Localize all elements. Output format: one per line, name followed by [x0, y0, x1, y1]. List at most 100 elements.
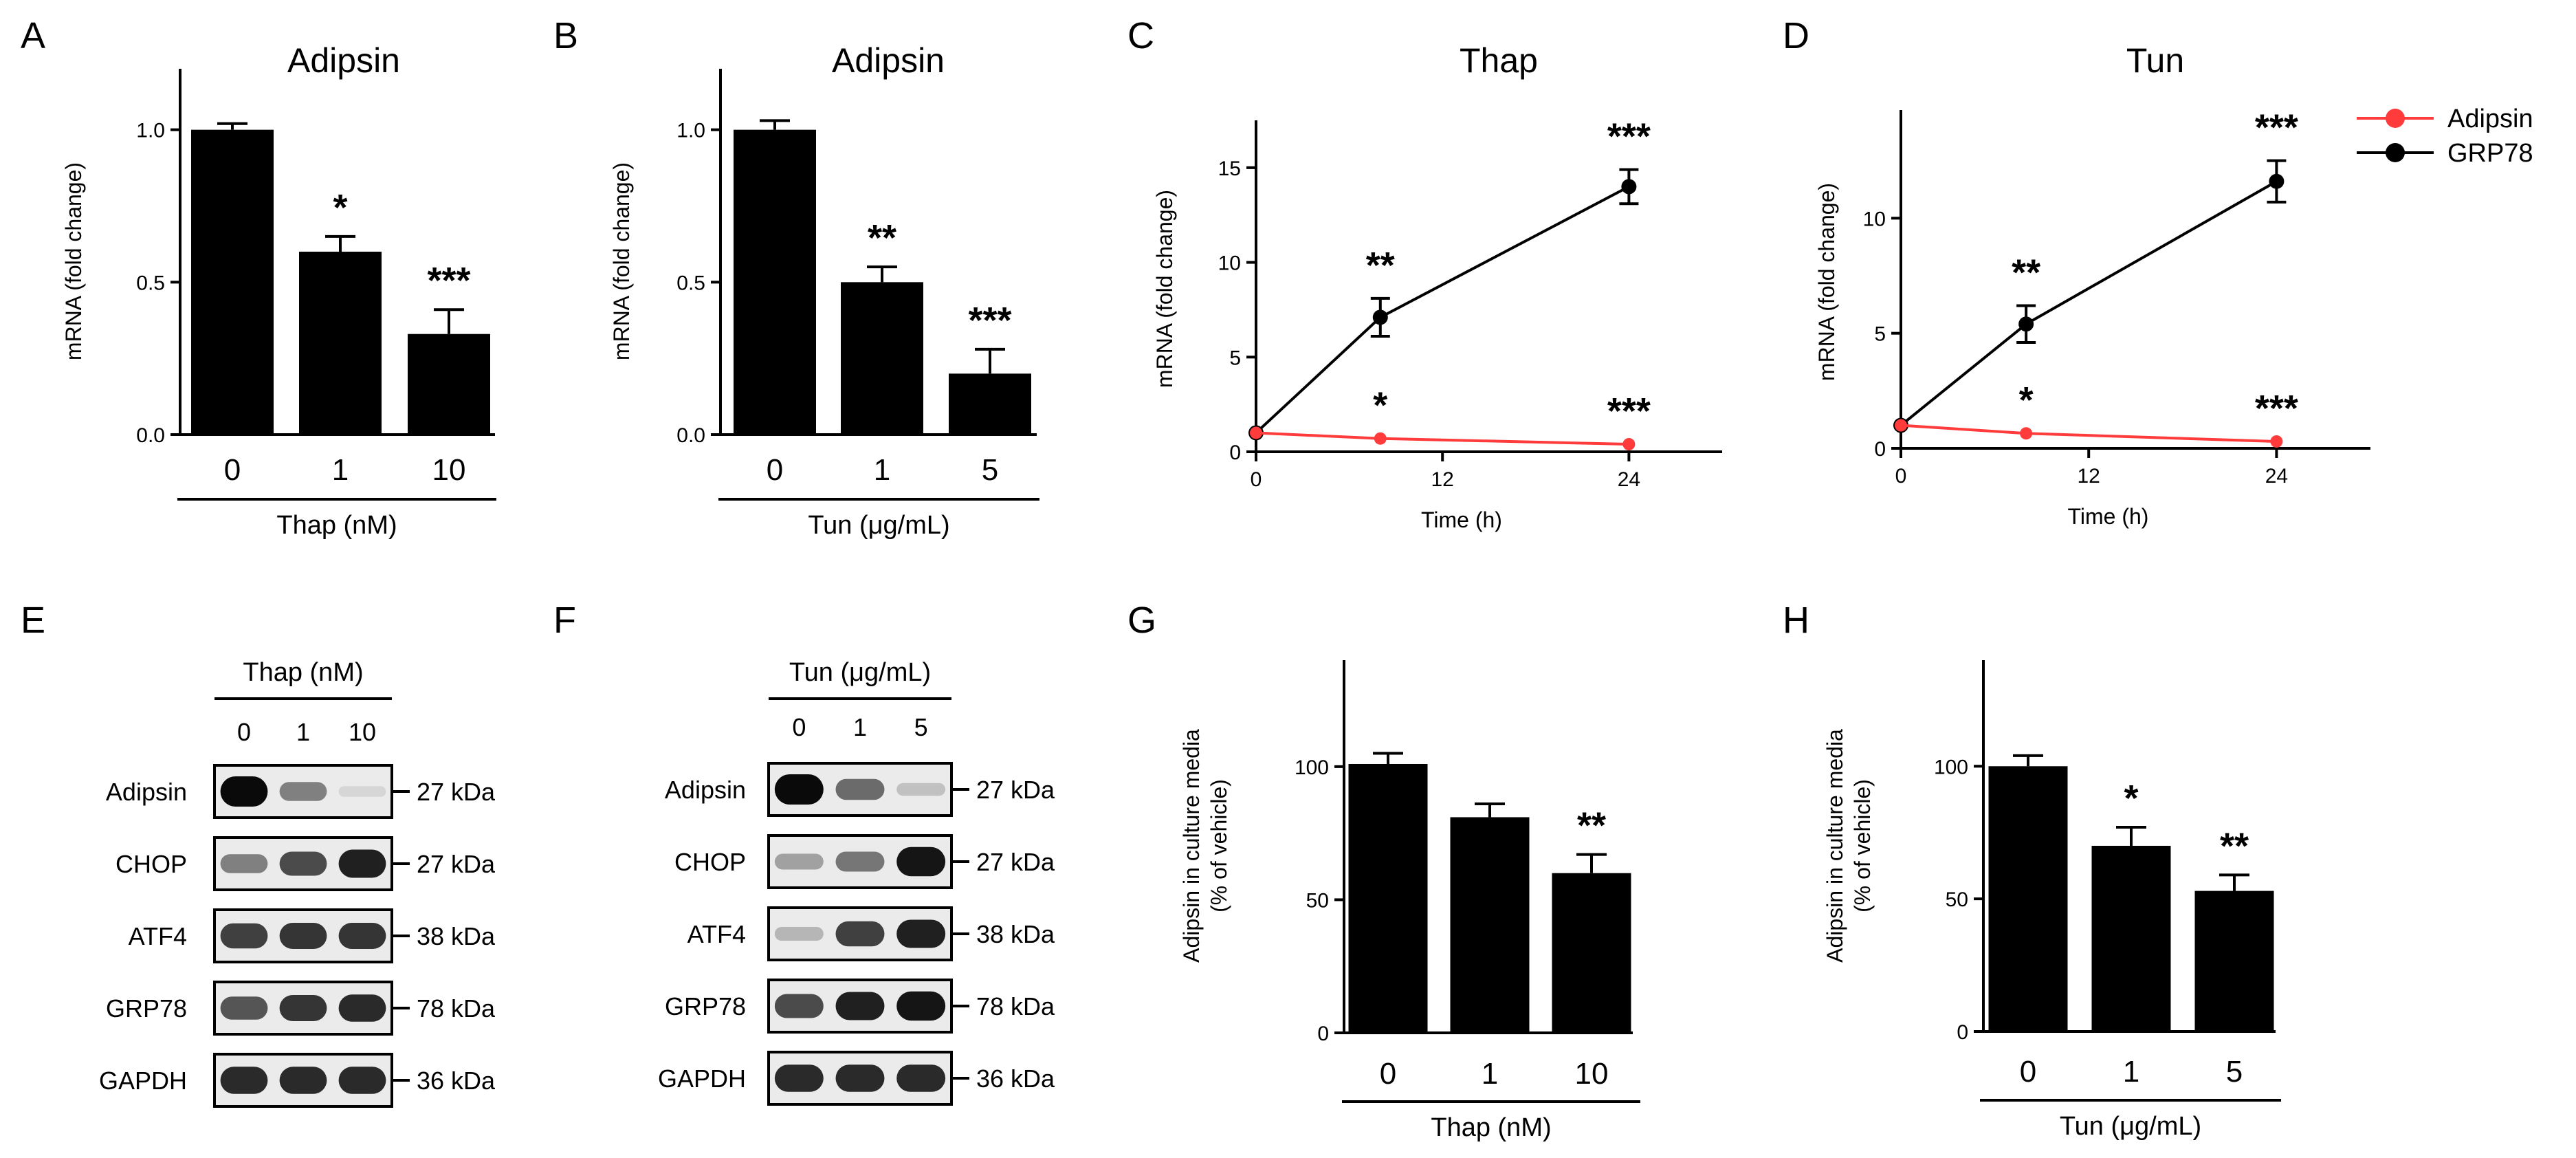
blot-band [279, 851, 327, 876]
significance-marker: * [2019, 380, 2034, 421]
size-marker-label: 36 kDa [417, 1067, 496, 1095]
size-marker-label: 36 kDa [976, 1064, 1055, 1093]
x-tick-label: 24 [1618, 468, 1640, 491]
lane-label: 1 [853, 713, 867, 741]
protein-label: Adipsin [665, 776, 746, 804]
blot-band [774, 994, 824, 1018]
group-label: Thap (nM) [1431, 1113, 1551, 1142]
panel-e: E Thap (nM) 0 1 10 Adipsin 27 kDa CHOP 27 kDa ATF… [21, 600, 496, 1108]
data-point-adipsin [1250, 426, 1262, 439]
bar [191, 129, 274, 435]
y-axis-label-line2: (% of vehicle) [1850, 779, 1875, 913]
blot-band [220, 854, 268, 873]
y-tick-label: 0.5 [136, 272, 165, 294]
size-marker-label: 78 kDa [976, 992, 1055, 1020]
x-tick-label: 1 [332, 453, 349, 487]
blot-band [835, 1064, 885, 1092]
data-point-adipsin [2020, 427, 2033, 440]
x-axis-label: Time (h) [1421, 507, 1502, 532]
y-tick-label: 0.0 [676, 424, 705, 447]
size-marker-label: 38 kDa [417, 922, 496, 950]
blot-band [774, 774, 824, 805]
blot-band [338, 923, 386, 949]
data-point-grp78 [2269, 173, 2285, 189]
protein-label: CHOP [674, 848, 746, 876]
group-label: Tun (μg/mL) [2060, 1112, 2201, 1141]
significance-marker: ** [868, 217, 896, 259]
y-tick-label: 1.0 [676, 120, 705, 142]
significance-marker: *** [1607, 116, 1651, 157]
lane-label: 0 [237, 718, 251, 746]
panel-b: B Adipsin 0.0 0.5 1.0 mRNA (fold change) 0 ** 1 *… [553, 15, 1039, 540]
significance-marker: * [1373, 385, 1387, 426]
y-tick-label: 15 [1218, 157, 1241, 180]
y-tick-label: 50 [1946, 888, 1968, 911]
data-point-grp78 [2018, 316, 2034, 332]
x-tick-label: 5 [982, 453, 998, 487]
significance-marker: *** [2255, 388, 2298, 429]
panel-letter: C [1127, 15, 1154, 56]
y-tick-label: 100 [1934, 756, 1968, 778]
chart-title: Adipsin [287, 41, 400, 80]
protein-label: GAPDH [99, 1067, 187, 1095]
y-tick-label: 0.0 [136, 424, 165, 447]
x-tick-label: 5 [2226, 1055, 2243, 1089]
blot-band [220, 776, 268, 807]
x-tick-label: 1 [874, 453, 890, 487]
bar [408, 334, 490, 435]
x-tick-label: 1 [2123, 1055, 2139, 1089]
significance-marker: *** [2255, 107, 2298, 149]
protein-label: GAPDH [658, 1064, 746, 1093]
protein-label: ATF4 [129, 922, 187, 950]
x-tick-label: 0 [767, 453, 783, 487]
bar [299, 252, 382, 435]
blot-band [338, 786, 386, 797]
legend-label: GRP78 [2447, 139, 2533, 168]
y-axis-label: mRNA (fold change) [609, 162, 634, 360]
chart-title: Tun [2126, 41, 2184, 80]
chart-title: Thap [1460, 41, 1538, 80]
protein-label: Adipsin [106, 778, 187, 806]
y-tick-label: 5 [1229, 347, 1241, 369]
x-tick-label: 0 [1251, 468, 1262, 491]
legend-marker-grp78 [2386, 143, 2405, 162]
lane-label: 5 [914, 713, 928, 741]
significance-marker: *** [1607, 391, 1651, 432]
bar [2091, 846, 2171, 1031]
x-tick-label: 12 [1431, 468, 1454, 491]
y-axis-label: mRNA (fold change) [1152, 190, 1177, 388]
panel-d: D Tun 0 5 10 0 12 24 mRNA (fold change) Time (h) *… [1783, 15, 2533, 529]
panel-a: A Adipsin 0.0 0.5 1.0 mRNA (fold change) 0 * 1 **… [21, 15, 496, 540]
group-label: Thap (nM) [276, 511, 397, 540]
chart-title: Adipsin [832, 41, 945, 80]
data-point-grp78 [1372, 309, 1388, 325]
legend-label: Adipsin [2447, 105, 2533, 133]
bar [734, 129, 816, 435]
protein-label: CHOP [115, 850, 187, 878]
y-axis-label-line1: Adipsin in culture media [1823, 729, 1847, 963]
significance-marker: ** [1366, 245, 1395, 286]
y-axis-label: mRNA (fold change) [61, 162, 86, 360]
blot-band [896, 1064, 946, 1092]
blot-band [835, 992, 885, 1020]
blot-band [279, 1067, 327, 1094]
y-axis-label: mRNA (fold change) [1814, 183, 1839, 381]
lane-label: 1 [296, 718, 310, 746]
blot-band [896, 783, 946, 796]
panel-letter: B [553, 15, 578, 56]
panel-f: F Tun (μg/mL) 0 1 5 Adipsin 27 kDa CHOP 27 kDa AT… [553, 600, 1055, 1106]
significance-marker: ** [2220, 825, 2249, 866]
bar [841, 282, 923, 435]
x-tick-label: 10 [432, 453, 466, 487]
y-tick-label: 10 [1218, 252, 1241, 275]
blot-band [774, 1064, 824, 1092]
significance-marker: ** [1577, 805, 1606, 846]
blot-band [774, 927, 824, 941]
blot-band [835, 778, 885, 800]
blot-band [896, 991, 946, 1021]
x-tick-label: 24 [2265, 465, 2288, 488]
blot-band [220, 996, 268, 1020]
blot-band [279, 923, 327, 949]
